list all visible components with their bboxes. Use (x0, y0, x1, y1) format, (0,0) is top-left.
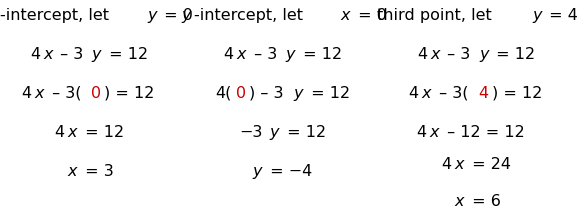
Text: ) = 12: ) = 12 (104, 86, 155, 101)
Text: 0: 0 (236, 86, 246, 101)
Text: x: x (455, 194, 464, 209)
Text: y: y (181, 8, 191, 23)
Text: x: x (236, 47, 246, 62)
Text: third point, let: third point, let (377, 8, 497, 23)
Text: = 24: = 24 (467, 157, 511, 172)
Text: 4: 4 (417, 125, 427, 140)
Text: = 6: = 6 (467, 194, 501, 209)
Text: 4: 4 (417, 47, 427, 62)
Text: x: x (430, 47, 440, 62)
Text: = 12: = 12 (298, 47, 342, 62)
Text: – 12 = 12: – 12 = 12 (442, 125, 525, 140)
Text: = 4: = 4 (544, 8, 578, 23)
Text: = 12: = 12 (491, 47, 535, 62)
Text: – 3(: – 3( (434, 86, 469, 101)
Text: – 3: – 3 (55, 47, 83, 62)
Text: 4: 4 (479, 86, 488, 101)
Text: 0: 0 (91, 86, 101, 101)
Text: = 12: = 12 (306, 86, 350, 101)
Text: y: y (294, 86, 303, 101)
Text: = −4: = −4 (265, 164, 312, 179)
Text: y: y (479, 47, 488, 62)
Text: = 3: = 3 (80, 164, 113, 179)
Text: x: x (43, 47, 53, 62)
Text: = 12: = 12 (281, 125, 326, 140)
Text: y: y (269, 125, 279, 140)
Text: -intercept, let: -intercept, let (0, 8, 114, 23)
Text: 4: 4 (54, 125, 64, 140)
Text: x: x (68, 164, 77, 179)
Text: 4: 4 (409, 86, 419, 101)
Text: = 0: = 0 (160, 8, 193, 23)
Text: y: y (286, 47, 295, 62)
Text: 4(: 4( (215, 86, 231, 101)
Text: -intercept, let: -intercept, let (194, 8, 307, 23)
Text: y: y (147, 8, 157, 23)
Text: = 0: = 0 (353, 8, 387, 23)
Text: 4: 4 (21, 86, 32, 101)
Text: −3: −3 (239, 125, 262, 140)
Text: – 3: – 3 (443, 47, 470, 62)
Text: y: y (92, 47, 101, 62)
Text: x: x (67, 125, 77, 140)
Text: y: y (253, 164, 262, 179)
Text: ) – 3: ) – 3 (249, 86, 284, 101)
Text: ) = 12: ) = 12 (491, 86, 542, 101)
Text: = 12: = 12 (80, 125, 124, 140)
Text: y: y (532, 8, 542, 23)
Text: = 12: = 12 (104, 47, 148, 62)
Text: – 3(: – 3( (47, 86, 81, 101)
Text: 4: 4 (224, 47, 234, 62)
Text: x: x (422, 86, 431, 101)
Text: x: x (341, 8, 350, 23)
Text: x: x (455, 157, 464, 172)
Text: x: x (429, 125, 439, 140)
Text: x: x (35, 86, 44, 101)
Text: 4: 4 (442, 157, 451, 172)
Text: 4: 4 (30, 47, 40, 62)
Text: – 3: – 3 (249, 47, 277, 62)
